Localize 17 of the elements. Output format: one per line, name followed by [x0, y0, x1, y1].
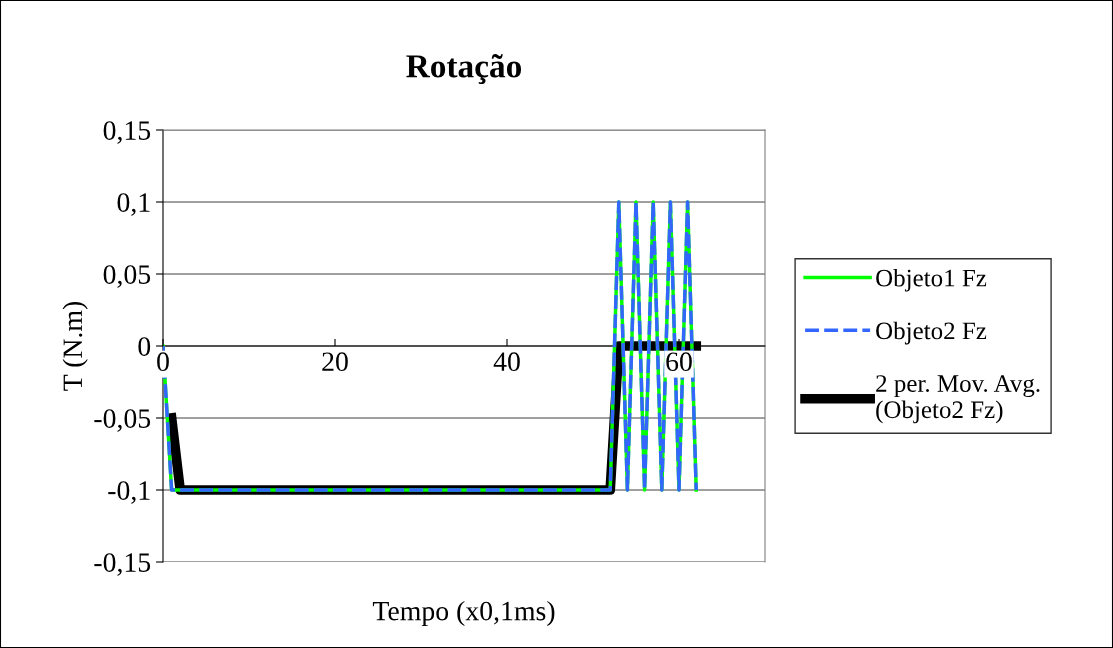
y-tick-label: -0,05	[94, 409, 151, 432]
y-tick-label: 0,05	[103, 265, 151, 288]
x-tick-label: 60	[666, 352, 692, 372]
y-tick-label: 0	[138, 337, 151, 356]
y-tick-label: -0,1	[108, 481, 150, 504]
legend-label: Objeto1 Fz	[876, 268, 987, 292]
x-tick-label: 40	[493, 352, 520, 372]
legend-label: Objeto2 Fz	[876, 321, 987, 345]
chart-title: Rotação	[406, 54, 522, 85]
x-tick-label: 0	[157, 352, 169, 372]
legend-label: 2 per. Mov. Avg. (Objeto2 Fz)	[876, 375, 1040, 424]
y-tick-label: -0,15	[94, 553, 151, 576]
x-tick-label: 20	[322, 352, 348, 372]
y-tick-label: 0,1	[117, 193, 150, 216]
x-axis-title: Tempo (x0,1ms)	[372, 600, 555, 627]
y-tick-label: 0,15	[103, 121, 151, 144]
y-axis-title: T (N.m)	[62, 301, 88, 391]
